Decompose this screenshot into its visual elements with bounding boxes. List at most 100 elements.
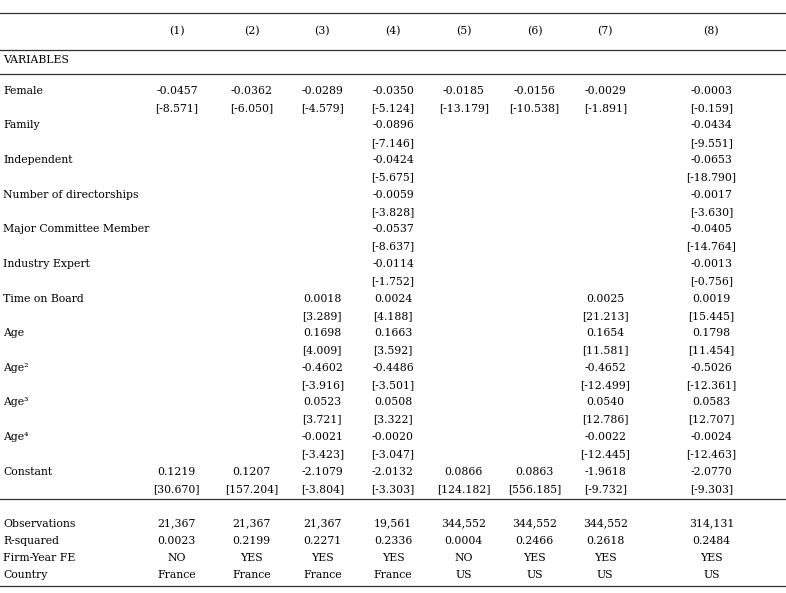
Text: 344,552: 344,552: [512, 518, 557, 528]
Text: -0.4486: -0.4486: [372, 363, 414, 373]
Text: -0.0013: -0.0013: [690, 259, 733, 269]
Text: Time on Board: Time on Board: [3, 294, 84, 304]
Text: (3): (3): [314, 26, 330, 37]
Text: 0.0863: 0.0863: [516, 467, 553, 477]
Text: [-8.571]: [-8.571]: [156, 103, 198, 113]
Text: 0.1698: 0.1698: [303, 328, 341, 338]
Text: Age⁴: Age⁴: [3, 432, 28, 442]
Text: [-1.891]: [-1.891]: [584, 103, 626, 113]
Text: -0.0024: -0.0024: [690, 432, 733, 442]
Text: [12.786]: [12.786]: [582, 415, 629, 425]
Text: Age: Age: [3, 328, 24, 338]
Text: [11.454]: [11.454]: [689, 346, 734, 355]
Text: [-4.579]: [-4.579]: [301, 103, 343, 113]
Text: [3.592]: [3.592]: [373, 346, 413, 355]
Text: 344,552: 344,552: [582, 518, 628, 528]
Text: [-9.732]: [-9.732]: [584, 484, 626, 494]
Text: NO: NO: [454, 553, 473, 563]
Text: [-13.179]: [-13.179]: [439, 103, 489, 113]
Text: 0.0023: 0.0023: [158, 536, 196, 546]
Text: -2.0770: -2.0770: [690, 467, 733, 477]
Text: Female: Female: [3, 86, 43, 96]
Text: [157.204]: [157.204]: [225, 484, 278, 494]
Text: (1): (1): [169, 26, 185, 37]
Text: [-5.124]: [-5.124]: [372, 103, 414, 113]
Text: 0.0508: 0.0508: [374, 397, 412, 407]
Text: YES: YES: [523, 553, 545, 563]
Text: 0.2466: 0.2466: [516, 536, 553, 546]
Text: 0.2199: 0.2199: [233, 536, 270, 546]
Text: Country: Country: [3, 570, 47, 581]
Text: 0.0018: 0.0018: [303, 294, 341, 304]
Text: -0.0289: -0.0289: [301, 86, 343, 96]
Text: -0.0653: -0.0653: [690, 155, 733, 165]
Text: (8): (8): [703, 26, 719, 37]
Text: -0.0022: -0.0022: [584, 432, 626, 442]
Text: -0.0059: -0.0059: [372, 190, 414, 200]
Text: [-0.159]: [-0.159]: [690, 103, 733, 113]
Text: US: US: [456, 570, 472, 581]
Text: [3.289]: [3.289]: [303, 311, 342, 321]
Text: 21,367: 21,367: [303, 518, 341, 528]
Text: 0.2484: 0.2484: [692, 536, 730, 546]
Text: -0.0424: -0.0424: [372, 155, 414, 165]
Text: [12.707]: [12.707]: [688, 415, 735, 425]
Text: -0.0405: -0.0405: [690, 224, 733, 234]
Text: (7): (7): [597, 26, 613, 37]
Text: [15.445]: [15.445]: [689, 311, 734, 321]
Text: -0.4602: -0.4602: [301, 363, 343, 373]
Text: 21,367: 21,367: [158, 518, 196, 528]
Text: Industry Expert: Industry Expert: [3, 259, 90, 269]
Text: -0.0537: -0.0537: [372, 224, 414, 234]
Text: [556.185]: [556.185]: [508, 484, 561, 494]
Text: YES: YES: [382, 553, 404, 563]
Text: [-3.501]: [-3.501]: [372, 380, 414, 390]
Text: [-18.790]: [-18.790]: [686, 173, 736, 183]
Text: Constant: Constant: [3, 467, 52, 477]
Text: France: France: [232, 570, 271, 581]
Text: [-3.630]: [-3.630]: [689, 207, 733, 217]
Text: 0.2271: 0.2271: [303, 536, 341, 546]
Text: [3.721]: [3.721]: [303, 415, 342, 425]
Text: (6): (6): [527, 26, 542, 37]
Text: US: US: [703, 570, 719, 581]
Text: [-3.303]: [-3.303]: [371, 484, 415, 494]
Text: -0.0017: -0.0017: [690, 190, 733, 200]
Text: [-12.463]: [-12.463]: [686, 449, 736, 460]
Text: 0.1654: 0.1654: [586, 328, 624, 338]
Text: [4.009]: [4.009]: [303, 346, 342, 355]
Text: [-9.303]: [-9.303]: [690, 484, 733, 494]
Text: -0.0457: -0.0457: [156, 86, 197, 96]
Text: YES: YES: [311, 553, 333, 563]
Text: [4.188]: [4.188]: [373, 311, 413, 321]
Text: [30.670]: [30.670]: [153, 484, 200, 494]
Text: 0.0583: 0.0583: [692, 397, 730, 407]
Text: Independent: Independent: [3, 155, 72, 165]
Text: 0.1207: 0.1207: [233, 467, 270, 477]
Text: Observations: Observations: [3, 518, 75, 528]
Text: US: US: [597, 570, 613, 581]
Text: Family: Family: [3, 120, 40, 130]
Text: [-3.423]: [-3.423]: [301, 449, 343, 460]
Text: YES: YES: [594, 553, 616, 563]
Text: -2.1079: -2.1079: [301, 467, 343, 477]
Text: 0.2618: 0.2618: [586, 536, 624, 546]
Text: -0.0156: -0.0156: [513, 86, 556, 96]
Text: [-12.499]: [-12.499]: [580, 380, 630, 390]
Text: YES: YES: [700, 553, 722, 563]
Text: 0.2336: 0.2336: [374, 536, 412, 546]
Text: -1.9618: -1.9618: [584, 467, 626, 477]
Text: R-squared: R-squared: [3, 536, 59, 546]
Text: [21.213]: [21.213]: [582, 311, 629, 321]
Text: -0.0020: -0.0020: [372, 432, 414, 442]
Text: 0.0019: 0.0019: [692, 294, 730, 304]
Text: 0.1663: 0.1663: [374, 328, 412, 338]
Text: -0.0896: -0.0896: [372, 120, 414, 130]
Text: 344,552: 344,552: [441, 518, 487, 528]
Text: 0.1798: 0.1798: [692, 328, 730, 338]
Text: 0.0025: 0.0025: [586, 294, 624, 304]
Text: -0.0029: -0.0029: [584, 86, 626, 96]
Text: [-7.146]: [-7.146]: [372, 138, 414, 148]
Text: [3.322]: [3.322]: [373, 415, 413, 425]
Text: [-14.764]: [-14.764]: [686, 241, 736, 251]
